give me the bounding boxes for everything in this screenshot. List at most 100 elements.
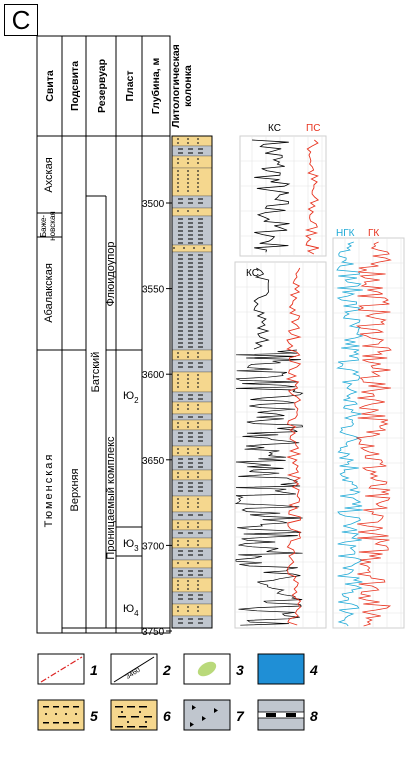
litho-dash [178, 278, 183, 280]
litho-dash [178, 302, 183, 304]
litho-dot [177, 138, 179, 140]
litho-sand-layer [171, 469, 213, 481]
litho-dot [187, 162, 189, 164]
litho-dash [188, 242, 193, 244]
litho-dot [177, 386, 179, 388]
litho-dash [178, 306, 183, 308]
litho-dash [188, 148, 193, 150]
litho-dot [197, 588, 199, 590]
header-lithology-2: колонка [182, 65, 194, 107]
litho-dot [197, 356, 199, 358]
litho-dash [198, 226, 203, 228]
litho-dash [188, 362, 193, 364]
litho-dash [178, 346, 183, 348]
litho-dot [177, 190, 179, 192]
litho-dash [198, 490, 203, 492]
litho-dash [188, 490, 193, 492]
litho-dash [198, 338, 203, 340]
litho-dash [178, 286, 183, 288]
litho-dot [187, 472, 189, 474]
litho-dash [198, 152, 203, 154]
litho-dash [198, 266, 203, 268]
litho-dot [177, 472, 179, 474]
litho-dash [198, 466, 203, 468]
litho-dot [177, 170, 179, 172]
litho-dash [178, 440, 183, 442]
litho-dash [178, 266, 183, 268]
depth-tick-label: 3550 [142, 285, 165, 296]
litho-dot [187, 190, 189, 192]
header-plast: Пласт [124, 70, 136, 101]
litho-dot [187, 186, 189, 188]
litho-dash [198, 314, 203, 316]
litho-dash [188, 262, 193, 264]
litho-clay-layer [171, 591, 213, 605]
svita-bazh-1: Баже- [39, 215, 48, 238]
litho-dash [198, 222, 203, 224]
svita-abalakskaya: Абалакская [43, 263, 55, 323]
curve-ks-lower [234, 349, 304, 626]
curve-ngk [336, 241, 364, 627]
litho-dash [188, 366, 193, 368]
litho-dot [187, 378, 189, 380]
litho-dash [178, 398, 183, 400]
litho-dash [188, 550, 193, 552]
litho-dash [178, 262, 183, 264]
litho-dash [188, 532, 193, 534]
legend-grain [197, 661, 217, 677]
litho-dot [187, 610, 189, 612]
litho-dash [178, 294, 183, 296]
litho-dash [198, 458, 203, 460]
litho-dot [193, 247, 195, 249]
curve-ks-lower-top [253, 267, 270, 350]
litho-dash [178, 314, 183, 316]
depth-tick-label: 3500 [142, 199, 165, 210]
litho-dash [188, 458, 193, 460]
litho-dot [197, 540, 199, 542]
litho-dash [198, 432, 203, 434]
litho-dash [188, 436, 193, 438]
litho-dash [178, 242, 183, 244]
litho-dot [197, 162, 199, 164]
litho-dash [198, 322, 203, 324]
litho-dash [188, 394, 193, 396]
litho-dash [188, 322, 193, 324]
litho-dash [188, 290, 193, 292]
litho-dot [187, 182, 189, 184]
litho-dot [197, 190, 199, 192]
litho-dot [187, 476, 189, 478]
litho-dash [178, 416, 183, 418]
litho-dash [198, 416, 203, 418]
litho-dash [198, 282, 203, 284]
header-reservoir: Резервуар [96, 59, 108, 113]
litho-dot [187, 584, 189, 586]
legend-num-7: 7 [236, 708, 245, 724]
litho-dash [178, 362, 183, 364]
litho-dash [198, 310, 203, 312]
litho-dash [198, 342, 203, 344]
litho-dash [188, 274, 193, 276]
litho-dash [178, 326, 183, 328]
litho-dot [187, 174, 189, 176]
litho-sand-layer [171, 244, 213, 253]
litho-dash [198, 436, 203, 438]
litho-dot [177, 382, 179, 384]
litho-dot [177, 610, 179, 612]
legend-triangles [190, 705, 218, 727]
litho-dot [187, 422, 189, 424]
litho-clay-layer [171, 529, 213, 539]
litho-clay-layer [171, 391, 213, 403]
litho-dash [178, 310, 183, 312]
litho-dot [187, 502, 189, 504]
litho-dash [198, 318, 203, 320]
litho-dash [188, 486, 193, 488]
litho-dash [198, 238, 203, 240]
litho-dash [178, 622, 183, 624]
litho-dash [188, 198, 193, 200]
litho-dash [198, 278, 203, 280]
litho-dash [188, 342, 193, 344]
litho-dot [187, 448, 189, 450]
litho-dot [177, 506, 179, 508]
litho-dash [198, 262, 203, 264]
header-svita: Свита [44, 70, 56, 102]
